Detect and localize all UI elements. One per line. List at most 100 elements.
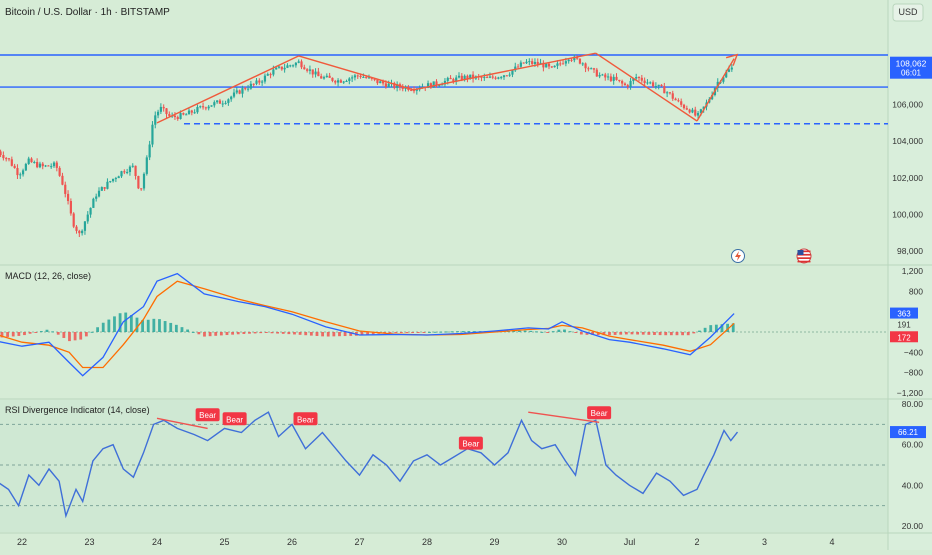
candle-up (44, 165, 47, 167)
candle-up (612, 76, 615, 81)
macd-histogram-bar (540, 331, 544, 333)
candle-down (47, 165, 50, 167)
macd-histogram-bar (664, 332, 668, 336)
candle-up (291, 65, 295, 67)
macd-histogram-bar (568, 331, 572, 333)
candle-up (114, 178, 117, 180)
macd-histogram-bar (546, 332, 549, 333)
price-tick-label: 102,000 (892, 173, 923, 183)
candle-down (531, 61, 534, 64)
candle-down (162, 106, 165, 109)
candle-down (373, 78, 376, 80)
macd-histogram-bar (534, 331, 538, 333)
lightning-glyph (735, 251, 741, 261)
currency-label[interactable]: USD (898, 7, 918, 17)
macd-title: MACD (12, 26, close) (5, 271, 91, 281)
candle-up (207, 106, 210, 109)
macd-line (0, 272, 735, 377)
candle-up (289, 65, 292, 67)
macd-histogram-bar (343, 332, 347, 337)
candle-up (154, 115, 157, 125)
macd-histogram-bar (518, 330, 521, 332)
macd-histogram-bar (608, 332, 611, 336)
macd-histogram-bar (225, 332, 229, 336)
candle-up (502, 75, 506, 78)
candle-down (317, 71, 320, 77)
macd-histogram-bar (253, 332, 257, 334)
macd-histogram-bar (636, 332, 639, 335)
macd-histogram-bar (371, 332, 375, 335)
candle-down (66, 193, 70, 201)
candle-down (258, 80, 261, 83)
macd-histogram-bar (692, 332, 696, 334)
candle-up (277, 66, 281, 68)
candle-up (230, 96, 233, 100)
rsi-divergence-line (528, 411, 600, 424)
candle-up (525, 61, 528, 64)
candle-down (435, 81, 438, 86)
candle-up (469, 74, 472, 79)
macd-histogram-bar (191, 331, 195, 333)
candle-down (376, 79, 379, 84)
candle-down (58, 167, 61, 176)
candle-up (100, 187, 103, 191)
candle-up (514, 66, 517, 71)
trend-line (156, 55, 300, 124)
candle-up (646, 82, 649, 84)
macd-histogram-bar (563, 329, 566, 332)
lightning-event-icon[interactable] (731, 249, 745, 263)
macd-histogram-bar (68, 332, 71, 342)
candle-up (362, 76, 365, 78)
candle-down (680, 101, 683, 105)
candle-up (142, 173, 146, 189)
macd-histogram-bar (338, 332, 341, 337)
bear-signal-text: Bear (591, 409, 608, 418)
candle-up (199, 106, 202, 108)
candle-up (725, 71, 728, 78)
candle-down (7, 158, 11, 160)
candle-down (516, 66, 520, 68)
candle-up (432, 81, 435, 88)
macd-histogram-bar (298, 332, 302, 335)
macd-histogram-bar (428, 331, 431, 333)
macd-histogram-bar (39, 331, 43, 333)
price-tick-label: 98,000 (897, 246, 923, 256)
candle-down (0, 151, 2, 156)
signal-value-badge (890, 331, 918, 343)
macd-histogram-bar (6, 332, 9, 337)
candle-down (16, 168, 19, 176)
us-flag-event-icon[interactable] (796, 248, 812, 264)
candle-down (412, 90, 416, 92)
x-tick-label: 23 (84, 537, 94, 547)
macd-histogram-bar (461, 331, 465, 333)
candle-down (190, 110, 193, 113)
candle-up (120, 171, 123, 177)
macd-histogram-bar (714, 324, 718, 332)
candle-up (426, 83, 430, 89)
candle-up (86, 214, 89, 222)
macd-histogram-bar (219, 332, 223, 336)
rsi-tick-label: 60.00 (902, 440, 924, 450)
rsi-title: RSI Divergence Indicator (14, close) (5, 405, 150, 415)
macd-histogram-bar (444, 331, 448, 333)
bear-signal-box (458, 436, 483, 450)
candle-down (595, 69, 598, 77)
candle-down (339, 80, 342, 83)
macd-histogram-bar (360, 332, 364, 336)
macd-histogram-bar (28, 332, 32, 334)
currency-button[interactable] (892, 3, 924, 22)
candle-down (561, 63, 565, 65)
macd-histogram-bar (174, 324, 178, 332)
candle-up (187, 110, 191, 115)
macd-histogram-bar (129, 315, 133, 332)
candle-up (109, 181, 112, 183)
candle-up (27, 158, 30, 164)
macd-histogram-bar (146, 319, 150, 332)
candle-down (2, 155, 5, 159)
macd-histogram-bar (579, 332, 583, 335)
candle-up (722, 77, 725, 82)
macd-histogram-bar (551, 331, 555, 333)
macd-histogram-bar (394, 332, 398, 333)
candle-up (179, 113, 182, 119)
